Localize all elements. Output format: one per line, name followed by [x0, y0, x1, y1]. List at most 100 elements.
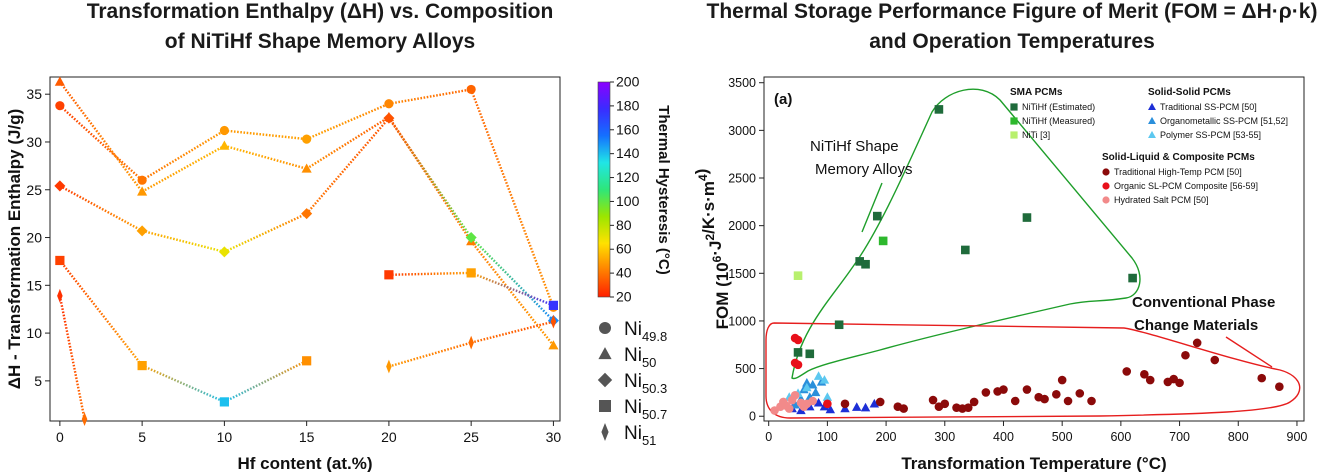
x-tick-label: 500	[1052, 430, 1073, 444]
data-point	[1275, 382, 1284, 391]
enthalpy-chart-title-line2: of NiTiHf Shape Memory Alloys	[165, 30, 475, 53]
data-point	[466, 84, 476, 95]
fom-x-axis-label: Transformation Temperature (°C)	[901, 454, 1166, 472]
data-point	[805, 349, 815, 359]
x-tick-label: 300	[934, 430, 955, 444]
legend-marker	[1010, 131, 1018, 139]
legend-group-title: Solid-Solid PCMs	[1148, 87, 1231, 98]
hysteresis-colorbar	[597, 81, 611, 298]
data-point	[55, 101, 65, 111]
data-point	[1022, 213, 1032, 222]
data-point	[1122, 367, 1132, 376]
x-tick-label: 5	[138, 429, 146, 445]
series-segment	[223, 359, 308, 403]
legend-label: NiTi [3]	[1022, 130, 1050, 140]
legend-label: Ni50.7	[624, 397, 667, 422]
colorbar-tick-label: 120	[616, 169, 640, 185]
data-point	[1181, 350, 1190, 360]
x-tick-label: 400	[993, 430, 1014, 444]
x-tick-label: 0	[765, 430, 772, 444]
data-point	[1075, 389, 1085, 398]
data-point	[1022, 385, 1032, 394]
legend-marker	[1010, 117, 1018, 125]
y-tick-label: 30	[26, 134, 42, 150]
y-tick-label: 1500	[728, 267, 756, 281]
data-point	[793, 360, 803, 370]
series-segment	[388, 271, 472, 276]
data-point	[793, 348, 803, 357]
data-point	[934, 105, 944, 114]
legend-marker	[1102, 196, 1110, 204]
data-point	[861, 259, 870, 269]
x-tick-label: 0	[56, 429, 64, 445]
series-segment	[388, 341, 472, 368]
fom-y-ticks: 0 500 1000 1500 2000 2500 3000 3500	[728, 76, 764, 424]
x-tick-label: 100	[817, 430, 838, 444]
series-segment	[470, 240, 555, 347]
series-segment	[59, 104, 143, 182]
data-point	[54, 180, 66, 192]
data-point	[969, 397, 979, 407]
data-point	[834, 320, 844, 330]
data-point	[1175, 378, 1184, 388]
data-point	[852, 402, 862, 411]
y-tick-label: 500	[735, 362, 756, 376]
data-point	[548, 300, 559, 310]
data-point	[468, 335, 474, 350]
sma-annotation-line1: NiTiHf Shape	[810, 138, 899, 155]
legend-label: Ni50	[624, 345, 656, 370]
data-point	[784, 404, 794, 413]
data-point	[1040, 394, 1049, 404]
data-point	[302, 134, 312, 144]
fom-chart-title-line2: and Operation Temperatures	[869, 30, 1155, 53]
enthalpy-x-axis-label: Hf content (at.%)	[237, 454, 372, 472]
data-point	[137, 360, 147, 371]
colorbar-tick-label: 200	[616, 74, 640, 90]
enthalpy-chart: Transformation Enthalpy (ΔH) vs. Composi…	[5, 0, 672, 472]
data-point	[961, 245, 970, 255]
data-point	[137, 175, 147, 185]
data-point	[878, 236, 888, 246]
data-point	[928, 395, 938, 405]
data-point	[81, 412, 88, 426]
data-point	[796, 405, 806, 415]
data-point	[219, 397, 229, 407]
y-tick-label: 10	[26, 325, 42, 341]
series-segment	[306, 102, 390, 141]
data-point	[999, 385, 1008, 394]
sma-annotation-pointer	[861, 182, 883, 233]
conventional-region-outline	[765, 322, 1301, 419]
data-point	[550, 314, 557, 329]
series-segment	[470, 236, 555, 322]
legend-marker	[1102, 168, 1110, 176]
legend-label: Hydrated Salt PCM [50]	[1114, 195, 1209, 205]
data-point	[869, 398, 880, 408]
data-point	[384, 270, 394, 280]
data-point	[899, 404, 908, 413]
enthalpy-series-points	[54, 76, 559, 426]
enthalpy-y-axis-label: ΔH - Transformation Enthalpy (J/g)	[5, 109, 24, 389]
data-point	[1145, 375, 1155, 385]
data-point	[54, 76, 65, 86]
sma-region-outline	[791, 88, 1141, 380]
series-segment	[224, 144, 307, 170]
y-tick-label: 3000	[728, 124, 756, 138]
series-segment	[470, 88, 555, 308]
legend-marker	[598, 347, 612, 360]
x-tick-label: 700	[1169, 430, 1190, 444]
series-segment	[224, 129, 307, 141]
data-point	[1052, 390, 1061, 399]
legend-label: NiTiHf (Estimated)	[1022, 102, 1095, 112]
y-tick-label: 0	[749, 410, 756, 424]
data-point	[860, 402, 871, 412]
data-point	[793, 335, 803, 345]
legend-marker	[601, 423, 609, 441]
legend-marker	[599, 322, 611, 334]
data-point	[384, 99, 394, 109]
colorbar-tick-label: 100	[616, 193, 640, 209]
sma-annotation-line2: Memory Alloys	[815, 161, 913, 178]
series-segment	[470, 271, 554, 307]
data-point	[825, 404, 836, 414]
data-point	[1257, 373, 1267, 383]
y-tick-label: 2500	[728, 172, 756, 186]
